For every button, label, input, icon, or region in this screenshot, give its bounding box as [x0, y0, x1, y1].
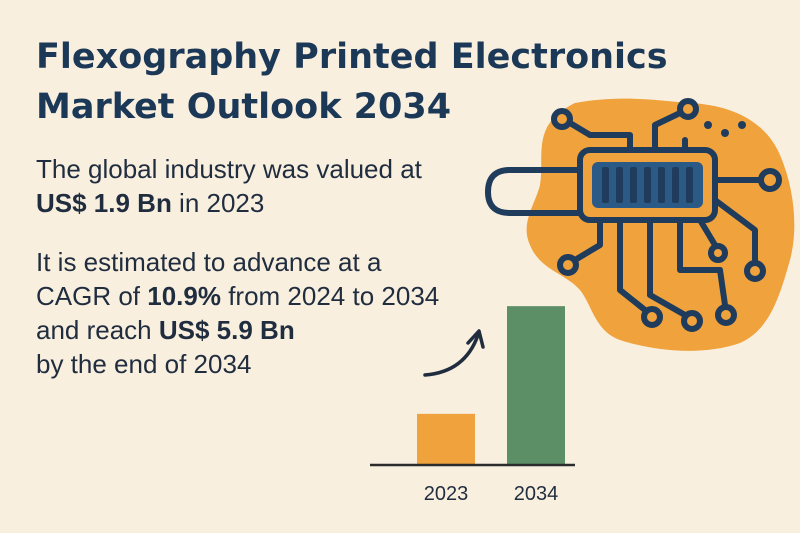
page-title: Flexography Printed Electronics Market O… — [36, 32, 756, 132]
node-top-left — [551, 108, 573, 130]
bar-2034 — [507, 306, 565, 465]
market-value-2023: US$ 1.9 Bn — [36, 188, 172, 218]
chip-pin — [616, 167, 623, 203]
forecast-line-2: CAGR of 10.9% from 2024 to 2034 — [36, 279, 496, 313]
market-value-2034: US$ 5.9 Bn — [158, 315, 295, 345]
chip-pin — [602, 167, 609, 203]
chip-pin — [686, 167, 693, 203]
intro-year-text: in 2023 — [171, 188, 265, 218]
trace-bottom-4 — [677, 217, 728, 308]
node-left — [557, 254, 579, 276]
curved-arrow-icon — [423, 333, 480, 377]
bar-chart: 2023 2034 — [370, 306, 575, 505]
intro-value-line: US$ 1.9 Bn in 2023 — [36, 186, 496, 220]
bar-2023 — [417, 413, 475, 465]
node-right-2 — [744, 260, 766, 282]
node-bottom-3 — [715, 304, 737, 326]
chip-pin — [644, 167, 651, 203]
trace-left-loop — [485, 167, 583, 216]
x-tick-label-2023: 2023 — [424, 483, 469, 505]
chip-pin — [630, 167, 637, 203]
trace-top-1 — [567, 120, 633, 160]
market-value-paragraph: The global industry was valued at US$ 1.… — [36, 152, 496, 220]
forecast-line-1: It is estimated to advance at a — [36, 247, 382, 277]
trace-bottom-1 — [572, 217, 603, 263]
cagr-prefix: CAGR of — [36, 281, 148, 311]
trace-top-2 — [652, 110, 683, 160]
trace-bottom-2 — [617, 217, 648, 313]
cagr-suffix: from 2024 to 2034 — [220, 281, 440, 311]
cagr-value: 10.9% — [147, 281, 221, 311]
trace-right-2 — [712, 197, 758, 263]
forecast-line-3: and reach US$ 5.9 Bn — [36, 313, 496, 347]
node-mid — [708, 243, 728, 263]
reach-prefix: and reach — [36, 315, 159, 345]
trace-bottom-5 — [697, 217, 718, 248]
title-line-1: Flexography Printed Electronics — [36, 37, 668, 77]
node-right-1 — [758, 168, 782, 192]
dot — [738, 121, 746, 129]
node-bottom-1 — [641, 306, 663, 328]
node-top — [677, 98, 699, 120]
forecast-paragraph: It is estimated to advance at a CAGR of … — [36, 245, 496, 381]
forecast-line-4: by the end of 2034 — [36, 349, 252, 379]
dot — [721, 129, 729, 137]
circuit-board-icon — [485, 98, 795, 351]
chip-pin — [658, 167, 665, 203]
dot — [704, 121, 712, 129]
x-tick-label-2034: 2034 — [514, 483, 559, 505]
node-bottom-2 — [681, 310, 703, 332]
trace-bottom-3 — [647, 217, 688, 318]
arrow-head — [466, 329, 485, 349]
intro-line: The global industry was valued at — [36, 154, 422, 184]
chip-pin — [672, 167, 679, 203]
title-line-2: Market Outlook 2034 — [36, 87, 452, 127]
